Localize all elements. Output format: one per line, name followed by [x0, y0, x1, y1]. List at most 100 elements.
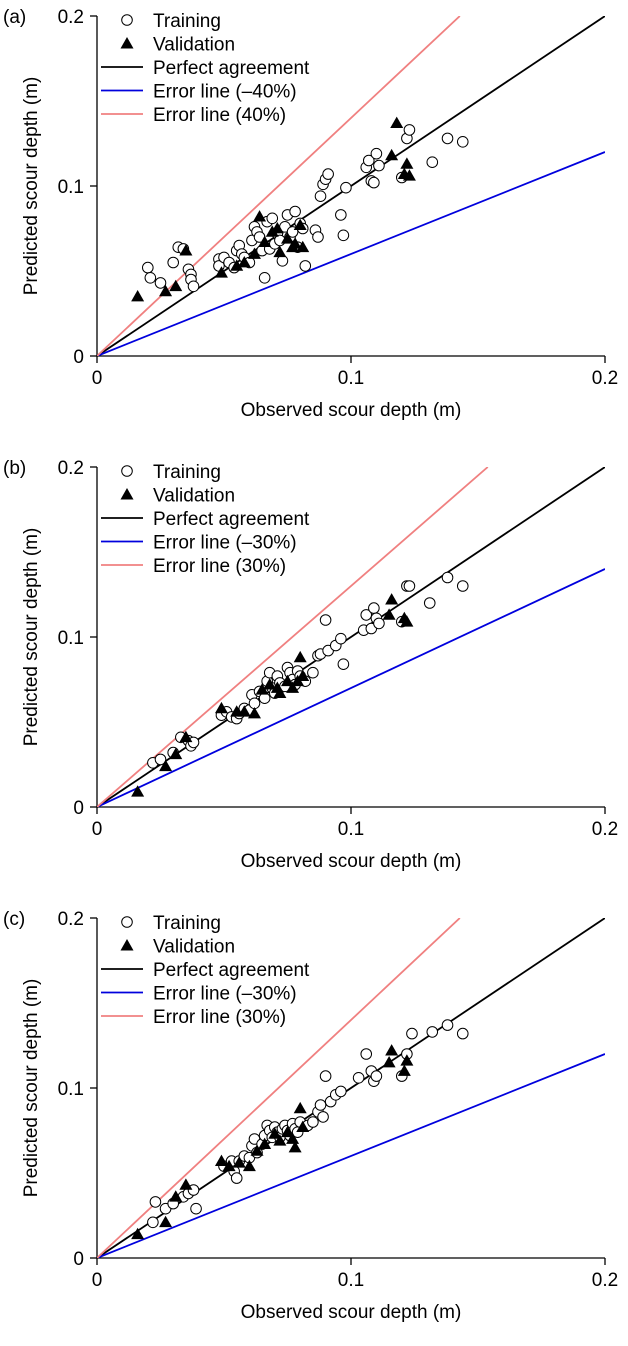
legend-label: Perfect agreement [153, 58, 310, 79]
legend-label: Validation [153, 937, 235, 958]
reference-line [97, 1053, 605, 1258]
validation-point [385, 148, 399, 161]
validation-point [273, 1134, 287, 1146]
training-point [187, 280, 200, 293]
training-point [258, 272, 271, 284]
y-tick-label: 0.1 [58, 177, 84, 198]
x-axis-label: Observed scour depth (m) [241, 851, 462, 872]
training-point [456, 580, 469, 592]
training-point [441, 571, 454, 584]
reference-line [97, 467, 489, 807]
training-point [144, 272, 157, 284]
validation-point [281, 674, 294, 687]
training-point [190, 1202, 202, 1215]
validation-point [159, 759, 173, 772]
training-point [230, 1172, 243, 1184]
y-tick-label: 0.2 [58, 7, 84, 28]
training-point [299, 260, 312, 272]
validation-point [159, 284, 173, 297]
validation-point [390, 116, 404, 128]
validation-point [385, 593, 399, 605]
training-point [317, 1111, 329, 1123]
legend-label: Validation [153, 35, 235, 56]
validation-point [281, 232, 294, 244]
training-point [314, 190, 327, 202]
y-tick-label: 0 [73, 347, 84, 368]
validation-point [397, 1064, 411, 1076]
y-tick-label: 0 [73, 1249, 84, 1270]
reference-line [97, 467, 605, 807]
validation-point [230, 259, 244, 271]
training-point [368, 602, 380, 614]
legend-label: Perfect agreement [153, 509, 310, 530]
validation-point [232, 1156, 246, 1168]
legend-validation-marker [120, 488, 134, 500]
training-point [337, 229, 350, 242]
validation-point [250, 1144, 264, 1156]
training-point [340, 181, 352, 194]
training-point [403, 124, 416, 136]
y-tick-label: 0.2 [58, 458, 84, 479]
validation-point [214, 701, 228, 714]
validation-point [288, 237, 302, 249]
training-point [406, 1027, 418, 1040]
training-point [441, 1019, 454, 1031]
chart-b: 00 0.1 0.1 0.2 0.2 Training ValidationPerfect … [3, 458, 618, 872]
validation-point [402, 169, 416, 181]
training-point [423, 597, 436, 609]
panel-a: 0 0 0.1 0.1 0.2 0.2 Training Validation Perfect … [0, 0, 628, 444]
legend-label: Training [153, 913, 221, 934]
validation-point [131, 1227, 145, 1240]
y-tick-label: 0.1 [58, 628, 84, 649]
training-point [373, 159, 385, 172]
training-point [335, 632, 347, 645]
training-point [426, 156, 439, 168]
legend-training-marker [121, 14, 133, 26]
validation-point [255, 683, 269, 695]
validation-point [247, 247, 261, 259]
training-point [314, 1099, 327, 1111]
validation-point [400, 1054, 414, 1066]
training-point [319, 1070, 332, 1082]
legend-training-marker [121, 916, 133, 928]
training-point [154, 277, 167, 289]
validation-point [263, 678, 277, 690]
training-point [360, 1048, 373, 1060]
training-point [370, 1070, 383, 1082]
validation-point [293, 1101, 307, 1114]
validation-point [281, 1125, 294, 1138]
legend-label: Error line (30%) [153, 556, 286, 577]
training-point [368, 176, 380, 189]
validation-point [286, 1132, 300, 1144]
training-point [403, 580, 416, 592]
training-point [456, 136, 469, 148]
validation-point [179, 1178, 193, 1190]
validation-point [273, 686, 287, 698]
legend-training-marker [121, 465, 133, 477]
validation-point [214, 1154, 228, 1166]
x-tick-label: 0.2 [592, 819, 618, 840]
training-point [319, 614, 332, 626]
y-tick-label: 0 [73, 798, 84, 819]
validation-point [247, 707, 261, 719]
training-point [360, 609, 373, 621]
panel-label: (b) [3, 458, 26, 479]
validation-point [296, 669, 310, 681]
training-point [456, 1027, 469, 1040]
training-point [337, 658, 350, 670]
validation-point [179, 730, 193, 743]
panel-label: (c) [3, 909, 25, 930]
training-point [266, 212, 279, 225]
y-axis-label: Predicted scour depth (m) [21, 979, 42, 1198]
validation-point [270, 222, 284, 234]
x-axis-label: Observed scour depth (m) [241, 1302, 462, 1323]
training-point [312, 231, 324, 243]
training-point [147, 1216, 159, 1229]
validation-point [242, 1159, 256, 1172]
legend-validation-marker [120, 939, 134, 951]
legend-label: Error line (–30%) [153, 984, 297, 1005]
legend-label: Error line (–30%) [153, 533, 297, 554]
validation-point [286, 681, 300, 693]
validation-point [159, 1215, 173, 1228]
legend-label: Error line (30%) [153, 1007, 286, 1028]
